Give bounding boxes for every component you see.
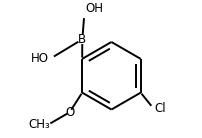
Text: B: B (78, 33, 86, 46)
Text: HO: HO (31, 52, 49, 65)
Text: Cl: Cl (154, 102, 165, 115)
Text: OH: OH (85, 2, 103, 15)
Text: O: O (65, 106, 74, 119)
Text: CH₃: CH₃ (28, 118, 50, 131)
